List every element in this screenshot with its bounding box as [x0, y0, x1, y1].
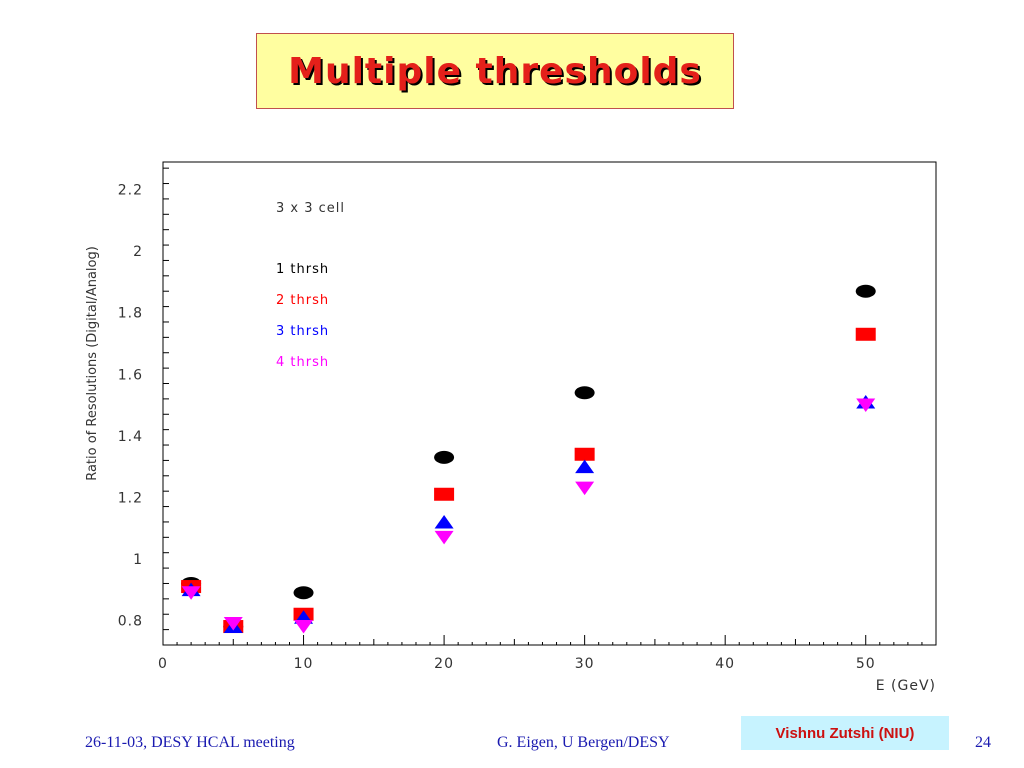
data-point — [434, 514, 454, 529]
page-number: 24 — [975, 734, 991, 751]
author-box: Vishnu Zutshi (NIU) — [741, 716, 949, 750]
x-tick-label: 30 — [575, 656, 595, 672]
data-point — [434, 450, 455, 464]
data-point — [856, 398, 876, 413]
x-axis-label: E (GeV) — [876, 678, 936, 694]
data-point — [855, 327, 876, 341]
data-point — [855, 284, 876, 298]
title-box: Multiple thresholds — [256, 33, 734, 109]
x-tick-label: 40 — [715, 656, 735, 672]
y-tick-label: 1.8 — [118, 306, 143, 322]
y-tick-label: 2 — [133, 244, 143, 260]
y-tick-label: 0.8 — [118, 613, 143, 629]
legend-entry: 3 thrsh — [276, 324, 329, 339]
data-point — [574, 447, 595, 461]
data-point — [223, 616, 243, 631]
data-point — [574, 386, 595, 400]
data-point — [575, 459, 595, 474]
legend-entry: 1 thrsh — [276, 262, 329, 277]
slide-title: Multiple thresholds — [288, 50, 702, 92]
y-tick-label: 1.4 — [118, 429, 143, 445]
x-tick-label: 10 — [294, 656, 314, 672]
y-tick-label: 2.2 — [118, 183, 143, 199]
y-tick-label: 1.2 — [118, 490, 143, 506]
footer-meeting: 26-11-03, DESY HCAL meeting — [85, 734, 295, 751]
footer-authors: G. Eigen, U Bergen/DESY — [497, 734, 670, 751]
y-tick-label: 1.6 — [118, 367, 143, 383]
plot-frame — [162, 161, 937, 646]
scatter-chart: 0 10 20 30 40 50 0.8 1 1.2 1.4 1.6 1.8 2 2.2 E (GeV) Ra… — [85, 161, 937, 694]
legend-entry: 4 thrsh — [276, 355, 329, 370]
legend-entry: 2 thrsh — [276, 293, 329, 308]
y-tick-label: 1 — [133, 552, 143, 568]
data-point — [293, 586, 314, 600]
data-point — [434, 530, 454, 545]
cell-annotation: 3 x 3 cell — [276, 201, 345, 216]
data-point — [181, 586, 201, 600]
x-tick-label: 20 — [434, 656, 454, 672]
x-tick-label: 0 — [158, 656, 168, 672]
x-tick-label: 50 — [856, 656, 876, 672]
data-point — [434, 487, 455, 501]
data-point — [294, 620, 314, 634]
y-axis-label: Ratio of Resolutions (Digital/Analog) — [85, 246, 100, 481]
data-point — [575, 481, 595, 496]
author-label: Vishnu Zutshi (NIU) — [775, 724, 915, 742]
